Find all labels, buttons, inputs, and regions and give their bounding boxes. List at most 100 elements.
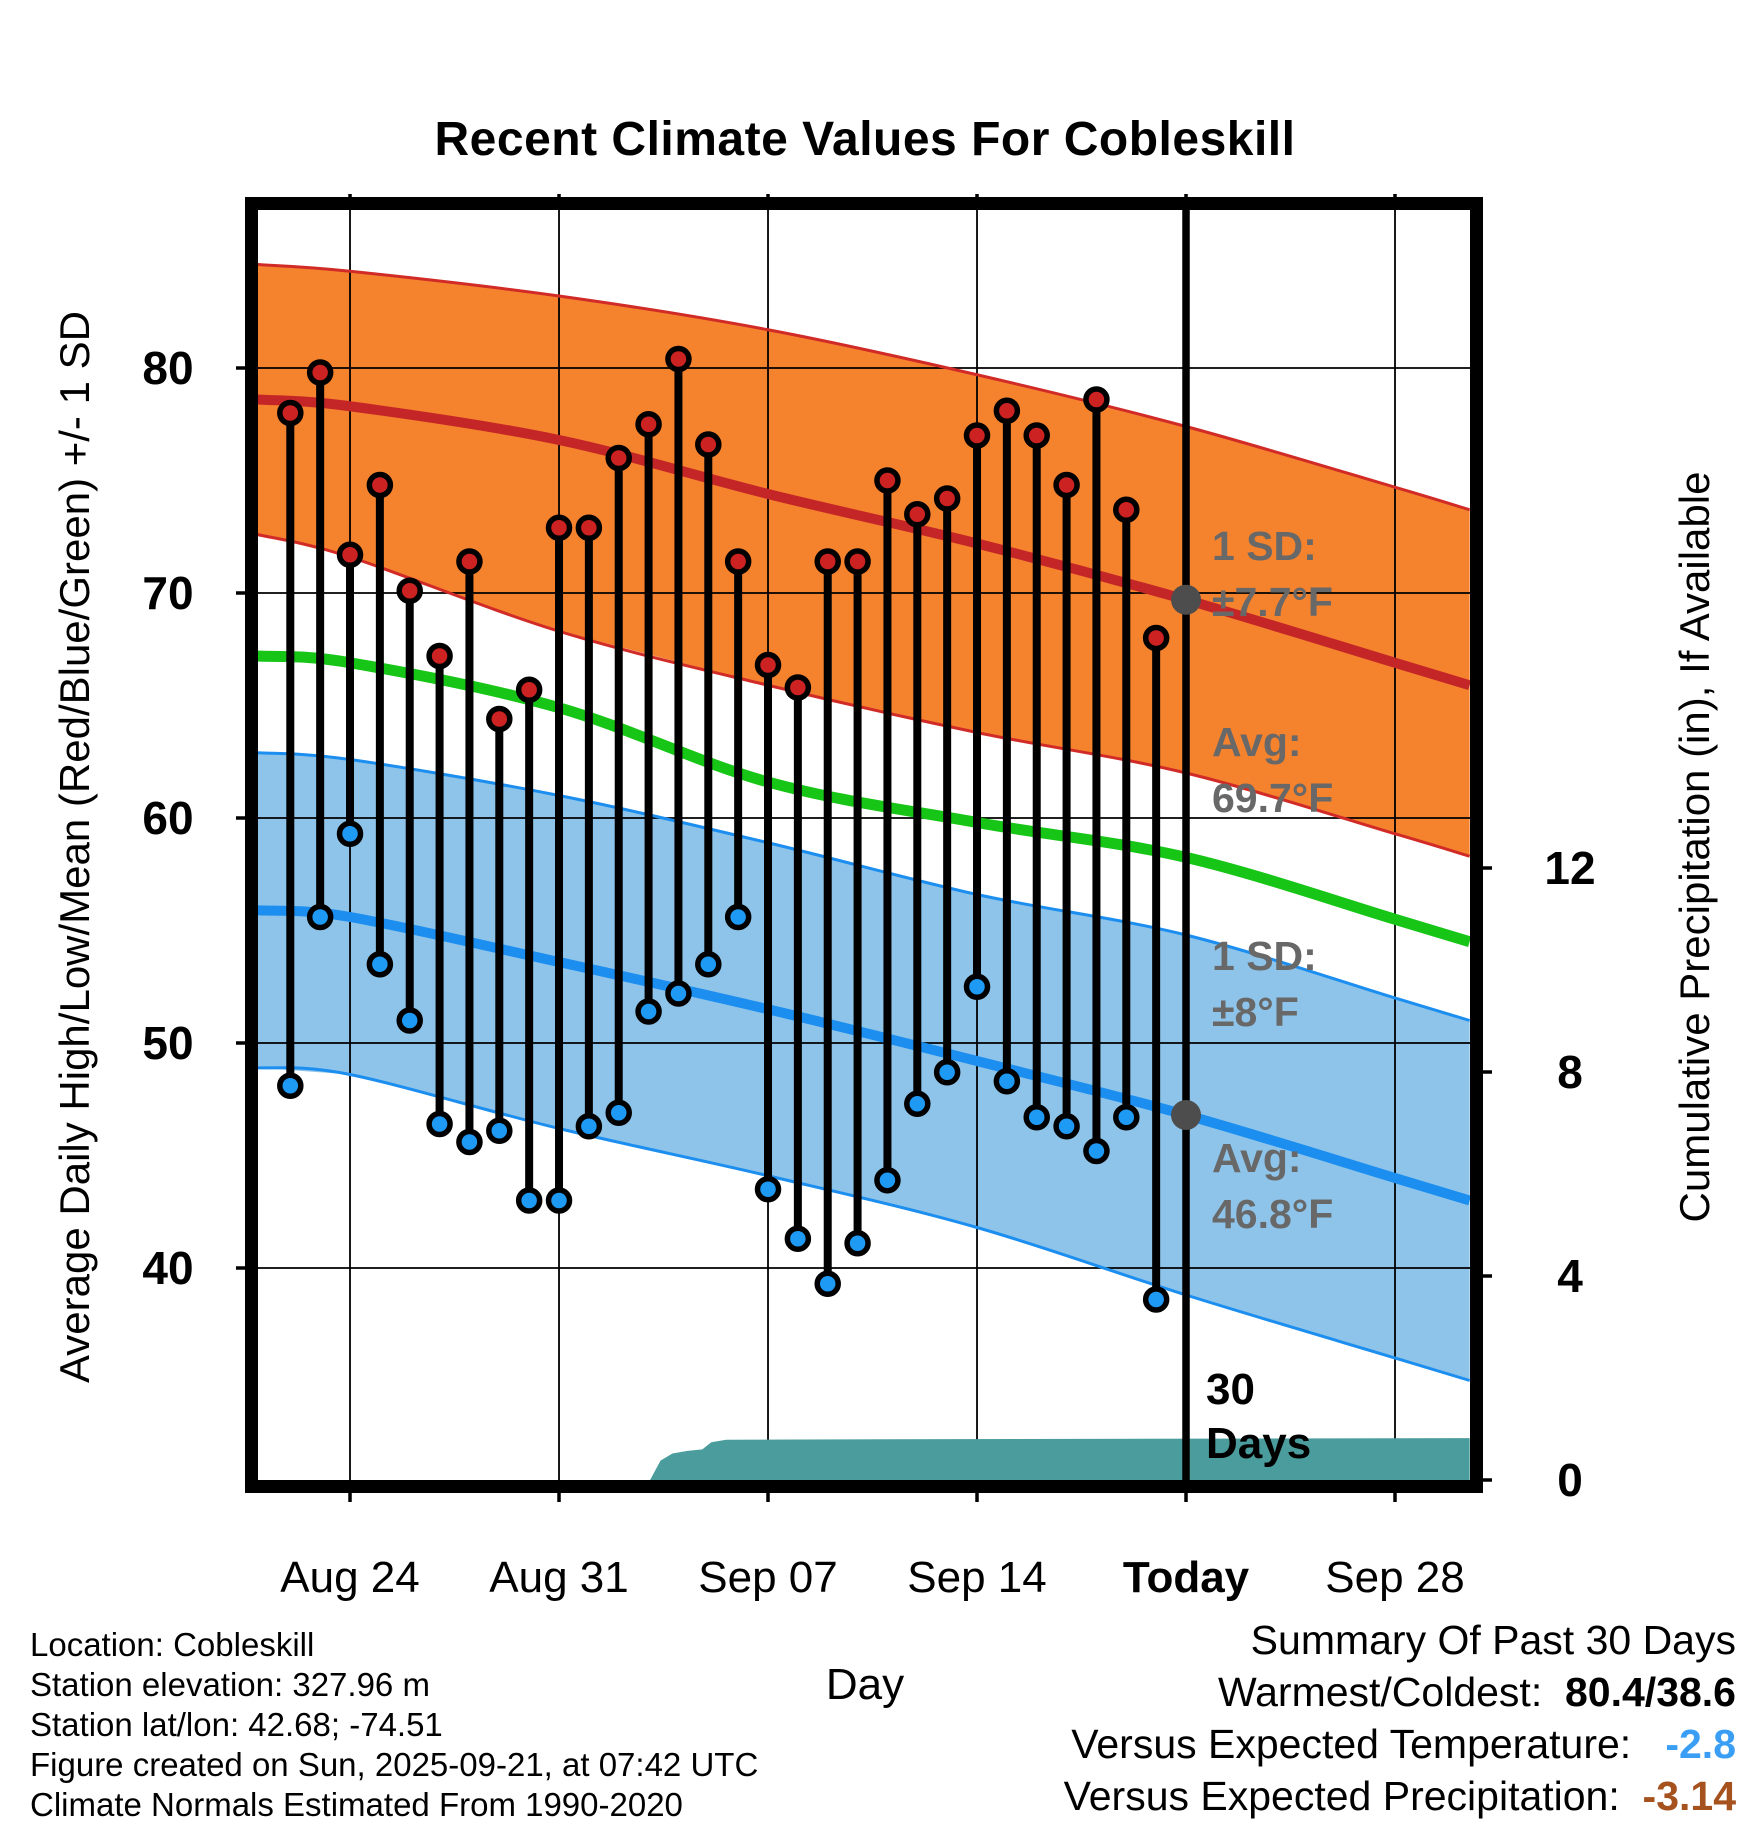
high-dot-Sep-10: [844, 548, 871, 575]
station-footer: Location: Cobleskill Station elevation: …: [30, 1625, 758, 1825]
high-dot-Aug-27: [426, 642, 453, 670]
x-tick-label-Sep-28: Sep 28: [1325, 1553, 1464, 1602]
summary-value-warmcold: 80.4/38.6: [1565, 1669, 1736, 1715]
summary-label: Versus Expected Temperature:: [1071, 1721, 1666, 1767]
high-dot-Sep-18: [1083, 386, 1110, 413]
high-dot-Sep-04: [665, 345, 692, 373]
high-dot-Sep-19: [1113, 496, 1140, 523]
high-dot-Aug-25: [366, 471, 394, 499]
low-dot-Aug-22: [277, 1072, 304, 1099]
low-dot-Sep-19: [1113, 1104, 1140, 1131]
high-dot-Sep-13: [933, 485, 961, 512]
right-tick-label-0: 0: [1557, 1454, 1583, 1506]
chart-title: Recent Climate Values For Cobleskill: [434, 113, 1296, 166]
summary-vs-temperature: Versus Expected Temperature: -2.8: [836, 1718, 1736, 1770]
footer-created: Figure created on Sun, 2025-09-21, at 07…: [30, 1746, 759, 1783]
low-dot-Sep-09: [814, 1270, 841, 1297]
low-dot-Aug-26: [396, 1007, 423, 1034]
x-tick-label-Sep-07: Sep 07: [698, 1553, 837, 1602]
high-dot-Sep-08: [784, 674, 812, 701]
high-dot-Sep-12: [904, 501, 931, 528]
low-dot-Sep-20: [1142, 1286, 1170, 1313]
x-tick-label-Aug-31: Aug 31: [489, 1553, 628, 1602]
low-dot-Aug-25: [366, 951, 394, 978]
left-tick-label-70: 70: [142, 567, 193, 619]
high-avg-annotation-value: 69.7°F: [1212, 775, 1333, 821]
low-dot-Aug-29: [486, 1117, 513, 1144]
left-tick-label-50: 50: [142, 1017, 193, 1069]
low-dot-Sep-18: [1083, 1137, 1110, 1165]
footer-location: Location: Cobleskill: [30, 1626, 315, 1663]
high-dot-Sep-20: [1142, 624, 1170, 652]
high-dot-Aug-31: [545, 514, 573, 541]
x-tick-label-Aug-24: Aug 24: [280, 1553, 419, 1602]
high-dot-Aug-24: [336, 541, 364, 568]
low-avg-annotation: Avg:: [1212, 1135, 1302, 1181]
footer-elevation: Station elevation: 327.96 m: [30, 1666, 430, 1703]
high-dot-Aug-22: [277, 399, 304, 427]
right-tick-label-4: 4: [1557, 1250, 1583, 1302]
high-dot-Sep-07: [754, 651, 782, 679]
low-dot-Sep-01: [575, 1113, 603, 1140]
summary-title: Summary Of Past 30 Days: [1250, 1617, 1736, 1663]
low-dot-Aug-24: [336, 820, 364, 847]
high-dot-Sep-03: [635, 411, 662, 438]
today-avg-low-marker: [1171, 1100, 1202, 1130]
right-tick-label-8: 8: [1557, 1046, 1583, 1098]
low-dot-Sep-16: [1023, 1104, 1050, 1131]
low-dot-Sep-04: [665, 980, 692, 1007]
left-tick-label-60: 60: [142, 792, 193, 844]
left-tick-label-40: 40: [142, 1242, 193, 1294]
low-dot-Sep-06: [724, 903, 752, 931]
low-band-bottom-edge: [257, 1066, 1471, 1382]
high-dot-Aug-29: [486, 705, 513, 733]
window-label-30: 30: [1206, 1365, 1255, 1414]
low-avg-annotation-value: 46.8°F: [1212, 1191, 1333, 1237]
low-dot-Sep-11: [874, 1167, 901, 1194]
low-sd-annotation: 1 SD:: [1212, 933, 1317, 979]
low-dot-Sep-07: [754, 1176, 782, 1203]
low-dot-Sep-17: [1053, 1113, 1080, 1140]
low-dot-Sep-02: [605, 1099, 632, 1126]
summary-value-vs-precip: -3.14: [1642, 1773, 1736, 1819]
low-dot-Sep-12: [904, 1090, 931, 1117]
high-dot-Aug-28: [456, 548, 483, 575]
x-tick-label-Sep-14: Sep 14: [907, 1553, 1046, 1602]
window-label-days: Days: [1206, 1419, 1311, 1468]
x-tick-label-Today: Today: [1123, 1553, 1250, 1602]
high-dot-Sep-02: [605, 444, 632, 472]
low-dot-Sep-05: [695, 951, 722, 978]
right-tick-label-12: 12: [1544, 842, 1595, 894]
summary-value-vs-temp: -2.8: [1665, 1721, 1736, 1767]
footer-normals: Climate Normals Estimated From 1990-2020: [30, 1786, 683, 1823]
low-dot-Aug-23: [306, 903, 334, 931]
today-avg-high-marker: [1171, 584, 1202, 615]
high-sd-annotation: 1 SD:: [1212, 523, 1317, 569]
high-dot-Sep-14: [963, 422, 991, 449]
high-dot-Sep-09: [814, 548, 841, 575]
x-axis-title: Day: [825, 1660, 905, 1709]
summary-warmest-coldest: Warmest/Coldest: 80.4/38.6: [836, 1666, 1736, 1718]
low-dot-Aug-27: [426, 1110, 453, 1138]
high-dot-Sep-05: [695, 431, 722, 458]
high-sd-annotation-value: ±7.7°F: [1212, 579, 1333, 625]
low-dot-Sep-08: [784, 1225, 812, 1252]
low-sd-annotation-value: ±8°F: [1212, 989, 1299, 1035]
left-tick-label-80: 80: [142, 342, 193, 394]
plot-border: [245, 197, 1483, 1493]
low-dot-Sep-15: [993, 1068, 1021, 1095]
low-dot-Sep-03: [635, 998, 662, 1025]
summary-block: Summary Of Past 30 Days Warmest/Coldest:…: [836, 1614, 1736, 1822]
high-band-top-edge: [257, 263, 1471, 512]
low-dot-Aug-28: [456, 1128, 483, 1156]
high-dot-Sep-16: [1023, 422, 1050, 449]
low-dot-Sep-13: [933, 1059, 961, 1086]
summary-label: Warmest/Coldest:: [1217, 1669, 1565, 1715]
average-high-line: [257, 394, 1472, 691]
low-dot-Aug-31: [545, 1187, 573, 1214]
high-dot-Sep-11: [874, 467, 901, 494]
high-dot-Sep-17: [1053, 471, 1080, 499]
summary-label: Versus Expected Precipitation:: [1063, 1773, 1643, 1819]
